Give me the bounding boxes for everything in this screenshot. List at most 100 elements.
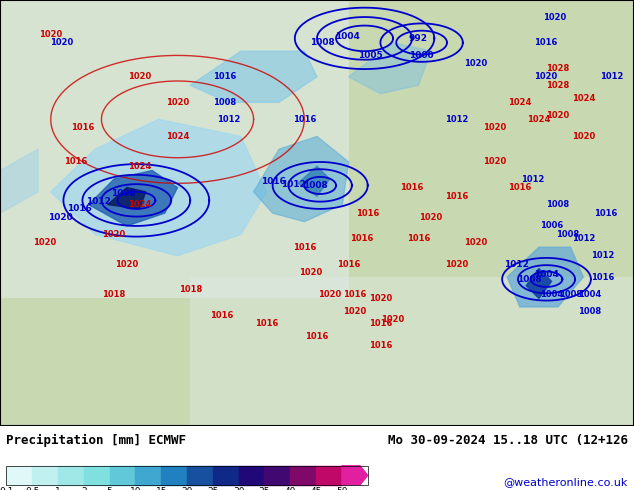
Text: 1016: 1016 [67,204,92,213]
Text: 1008: 1008 [111,190,136,198]
Bar [290,466,316,485]
Text: 992: 992 [409,34,428,43]
Text: 1016: 1016 [445,192,468,200]
Text: 1008: 1008 [559,290,582,298]
Text: 1008: 1008 [302,181,328,190]
Polygon shape [298,166,330,196]
Text: 1016: 1016 [534,38,557,47]
Text: 20: 20 [181,488,193,490]
Text: 1020: 1020 [534,72,557,81]
Text: 1016: 1016 [261,177,287,186]
Text: 1020: 1020 [483,157,506,167]
Bar [58,466,84,485]
Text: 10: 10 [130,488,141,490]
Text: 1016: 1016 [210,311,233,320]
Bar [110,466,136,485]
Text: 1020: 1020 [464,59,487,69]
Text: 25: 25 [207,488,219,490]
Text: 1028: 1028 [547,81,569,90]
Text: 1020: 1020 [39,29,62,39]
Bar [316,466,342,485]
Text: 1016: 1016 [401,183,424,192]
Polygon shape [349,43,431,94]
Text: 1008: 1008 [578,307,601,316]
Text: 1020: 1020 [318,290,341,298]
Text: 2: 2 [81,488,87,490]
Bar [84,466,110,485]
Text: 1016: 1016 [594,209,617,218]
Text: 1016: 1016 [508,183,531,192]
Text: 1020: 1020 [33,239,56,247]
Polygon shape [89,171,178,226]
Text: 1012: 1012 [86,196,111,206]
Text: 1008: 1008 [547,200,569,209]
Text: 15: 15 [155,488,167,490]
Text: 1020: 1020 [128,72,151,81]
Text: 1024: 1024 [128,162,151,171]
Text: @weatheronline.co.uk: @weatheronline.co.uk [503,477,628,487]
Text: 1016: 1016 [356,209,379,218]
Text: 1020: 1020 [369,294,392,303]
Text: 1020: 1020 [344,307,366,316]
Text: 50: 50 [336,488,347,490]
Text: 1012: 1012 [521,174,544,184]
Text: 1004: 1004 [335,32,360,41]
Text: 1012: 1012 [591,251,614,260]
Text: 1024: 1024 [166,132,189,141]
Text: 1020: 1020 [51,38,74,47]
Bar [32,466,58,485]
Text: 1024: 1024 [508,98,531,107]
Text: 1016: 1016 [214,72,236,81]
Text: 1020: 1020 [382,315,404,324]
Text: 1004: 1004 [534,270,559,279]
Text: 1020: 1020 [483,123,506,132]
Polygon shape [254,136,349,221]
Bar [264,466,290,485]
Bar [6,466,368,485]
Text: 5: 5 [107,488,112,490]
Text: 1012: 1012 [504,260,529,269]
Text: 35: 35 [259,488,270,490]
Text: 1024: 1024 [572,94,595,102]
Text: 1: 1 [55,488,61,490]
Text: Precipitation [mm] ECMWF: Precipitation [mm] ECMWF [6,434,186,447]
Text: 1016: 1016 [350,234,373,243]
Text: 1016: 1016 [293,243,316,252]
Text: 1016: 1016 [407,234,430,243]
Text: 1004: 1004 [540,290,563,298]
Bar [6,466,32,485]
Text: 1006: 1006 [540,221,563,230]
Text: 1016: 1016 [71,123,94,132]
Text: 1008: 1008 [517,275,542,284]
Polygon shape [342,466,368,485]
Text: Mo 30-09-2024 15..18 UTC (12+126: Mo 30-09-2024 15..18 UTC (12+126 [387,434,628,447]
Text: 1020: 1020 [299,269,322,277]
Text: 1016: 1016 [65,157,87,167]
Bar [187,466,213,485]
Text: 1016: 1016 [369,341,392,350]
Text: 1024: 1024 [527,115,550,124]
Text: 1012: 1012 [217,115,240,124]
Text: 1008: 1008 [214,98,236,107]
Text: 45: 45 [311,488,322,490]
Polygon shape [507,247,583,307]
Text: 1020: 1020 [547,111,569,120]
Text: 1020: 1020 [420,213,443,222]
Text: 1008: 1008 [309,38,335,47]
Bar [136,466,161,485]
Text: 1016: 1016 [293,115,316,124]
Text: 1000: 1000 [410,51,434,60]
Text: 1008: 1008 [556,230,579,239]
Text: 1004: 1004 [578,290,601,298]
Text: 1020: 1020 [115,260,138,269]
Text: 1016: 1016 [337,260,360,269]
Text: 40: 40 [285,488,296,490]
Text: 0.1: 0.1 [0,488,13,490]
Text: 1016: 1016 [591,272,614,282]
Text: 1018: 1018 [179,285,202,294]
Text: 0.5: 0.5 [25,488,39,490]
Text: 1016: 1016 [255,319,278,328]
Bar [0,0,349,298]
Bar [161,466,187,485]
Bar [213,466,238,485]
